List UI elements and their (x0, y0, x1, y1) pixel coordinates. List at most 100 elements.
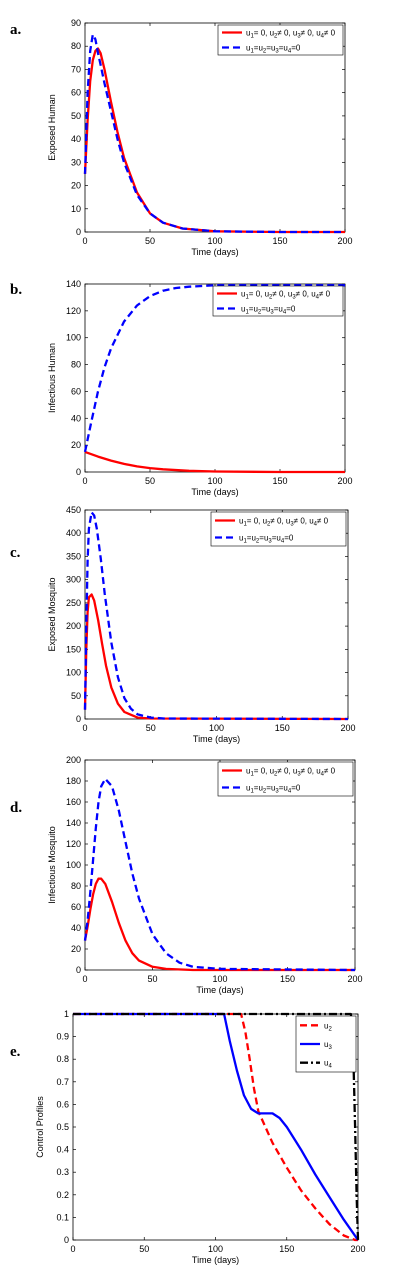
y-tick-label: 1 (64, 1009, 69, 1019)
y-axis-label: Exposed Human (47, 94, 57, 161)
x-tick-label: 50 (145, 476, 155, 486)
y-tick-label: 0.3 (56, 1167, 69, 1177)
y-tick-label: 20 (71, 181, 81, 191)
x-tick-label: 150 (272, 476, 287, 486)
x-tick-label: 150 (280, 974, 295, 984)
x-tick-label: 150 (272, 236, 287, 246)
panel-label-b: b. (10, 282, 23, 298)
y-tick-label: 80 (71, 41, 81, 51)
x-tick-label: 200 (337, 236, 352, 246)
y-tick-label: 120 (66, 306, 81, 316)
y-tick-label: 200 (66, 755, 81, 765)
y-tick-label: 40 (71, 923, 81, 933)
panel-label-e: e. (10, 1044, 21, 1060)
x-tick-label: 200 (340, 723, 355, 733)
x-tick-label: 200 (347, 974, 362, 984)
y-tick-label: 60 (71, 902, 81, 912)
chart-control-profiles: 0 50 100 150 200 0 0.1 0.2 0.3 0.4 0.5 0.6 0.7 0.8 0.9… (35, 1009, 366, 1265)
legend-entry: u1= 0, u2≠ 0, u3≠ 0, u4≠ 0 (246, 767, 336, 778)
series-line-2 (83, 511, 349, 721)
x-tick-label: 0 (82, 236, 87, 246)
chart-exposed-human: 0 50 100 150 200 0 10 20 30 40 50 60 70 80 90 Time (day… (47, 18, 353, 257)
series-line-1 (83, 593, 349, 721)
series-line-3 (73, 1012, 360, 1241)
x-axis-label: Time (days) (191, 247, 238, 257)
y-axis-label: Infectious Human (47, 343, 57, 413)
x-tick-label: 0 (82, 476, 87, 486)
chart-infectious-mosquito: 0 50 100 150 200 0 20 40 60 80 100 120 140 160 180 200 T… (47, 755, 363, 995)
x-tick-label: 150 (275, 723, 290, 733)
y-tick-label: 160 (66, 797, 81, 807)
y-tick-label: 0.5 (56, 1122, 69, 1132)
legend-entry: u2 (324, 1021, 332, 1032)
y-axis-label: Infectious Mosquito (47, 826, 57, 904)
y-tick-label: 100 (66, 333, 81, 343)
panel-label-d: d. (10, 800, 23, 816)
x-tick-label: 0 (82, 974, 87, 984)
y-tick-label: 0.7 (56, 1077, 69, 1087)
y-tick-label: 20 (71, 440, 81, 450)
series-line-1 (83, 47, 345, 234)
y-tick-label: 100 (66, 860, 81, 870)
y-tick-label: 50 (71, 691, 81, 701)
y-tick-label: 40 (71, 413, 81, 423)
y-tick-label: 150 (66, 644, 81, 654)
y-tick-label: 180 (66, 776, 81, 786)
y-tick-label: 0 (64, 1235, 69, 1245)
x-tick-label: 0 (70, 1244, 75, 1254)
y-tick-label: 10 (71, 204, 81, 214)
legend-entry: u1= 0, u2≠ 0, u3≠ 0, u4≠ 0 (239, 517, 329, 528)
y-tick-label: 40 (71, 134, 81, 144)
x-tick-label: 100 (207, 476, 222, 486)
y-tick-label: 90 (71, 18, 81, 28)
y-tick-label: 80 (71, 881, 81, 891)
y-tick-label: 140 (66, 279, 81, 289)
y-tick-label: 0 (76, 965, 81, 975)
y-tick-label: 0.1 (56, 1212, 69, 1222)
y-tick-label: 140 (66, 818, 81, 828)
y-tick-label: 60 (71, 386, 81, 396)
x-tick-label: 50 (147, 974, 157, 984)
y-tick-label: 0.9 (56, 1032, 69, 1042)
y-tick-label: 0 (76, 227, 81, 237)
y-tick-label: 120 (66, 839, 81, 849)
legend-entry: u1= 0, u2≠ 0, u3≠ 0, u4≠ 0 (246, 29, 336, 40)
x-axis-label: Time (days) (193, 734, 240, 744)
legend-entry: u1=u2=u3=u4=0 (239, 534, 294, 545)
y-tick-label: 350 (66, 551, 81, 561)
series-line-1 (84, 450, 345, 474)
x-tick-label: 0 (82, 723, 87, 733)
x-tick-label: 200 (337, 476, 352, 486)
y-tick-label: 0.6 (56, 1099, 69, 1109)
series-line-2 (73, 1012, 359, 1241)
y-tick-label: 0.2 (56, 1190, 69, 1200)
y-tick-label: 80 (71, 360, 81, 370)
x-tick-label: 100 (208, 1244, 223, 1254)
series-line-2 (83, 777, 356, 972)
y-tick-label: 0 (76, 467, 81, 477)
series-line-2 (83, 284, 345, 453)
x-tick-label: 200 (350, 1244, 365, 1254)
y-tick-label: 60 (71, 88, 81, 98)
y-tick-label: 400 (66, 528, 81, 538)
x-axis-label: Time (days) (196, 985, 243, 995)
x-tick-label: 100 (212, 974, 227, 984)
series-line-1 (83, 877, 355, 972)
panel-label-c: c. (10, 545, 21, 561)
legend-box (217, 24, 344, 56)
legend-entry: u1=u2=u3=u4=0 (246, 44, 301, 55)
chart-infectious-human: 0 50 100 150 200 0 20 40 60 80 100 120 140 Time (days… (47, 279, 353, 497)
x-tick-label: 100 (209, 723, 224, 733)
panel-label-a: a. (10, 22, 22, 38)
x-tick-label: 50 (139, 1244, 149, 1254)
y-tick-label: 0.4 (56, 1145, 69, 1155)
legend-entry: u1= 0, u2≠ 0, u3≠ 0, u4≠ 0 (241, 290, 331, 301)
legend-entry: u3 (324, 1040, 332, 1051)
y-axis-label: Exposed Mosquito (47, 577, 57, 651)
x-axis-label: Time (days) (191, 487, 238, 497)
y-tick-label: 70 (71, 64, 81, 74)
y-tick-label: 100 (66, 668, 81, 678)
plot-area (84, 22, 346, 233)
legend-box (217, 761, 354, 797)
y-tick-label: 0 (76, 714, 81, 724)
